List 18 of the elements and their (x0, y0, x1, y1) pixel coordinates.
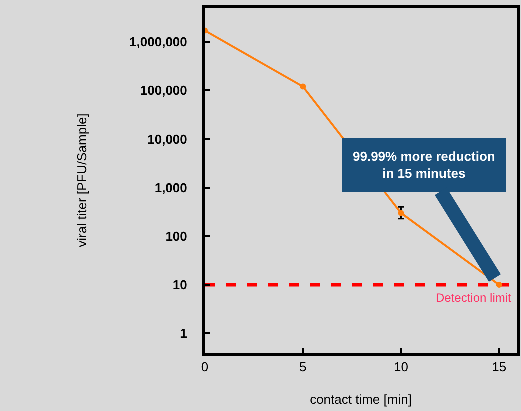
y-axis-title: viral titer [PFU/Sample] (74, 114, 90, 248)
x-tick-label: 15 (492, 360, 507, 375)
point (496, 282, 502, 288)
y-tick-label: 100 (166, 228, 188, 244)
y-tick-label: 100,000 (140, 83, 188, 98)
point (300, 84, 306, 90)
y-tick-label: 10,000 (148, 132, 188, 147)
annotation: 99.99% more reduction in 15 minutes (353, 149, 496, 181)
y-tick-label: 1 (180, 326, 188, 342)
point (398, 210, 404, 216)
y-tick-label: 1,000 (154, 180, 188, 196)
x-tick-label: 10 (394, 360, 408, 375)
y-tick-label: 10 (172, 278, 188, 293)
ref-line-label: Detection limit (436, 291, 512, 305)
x-axis-title: contact time [min] (310, 392, 412, 407)
x-tick-label: 0 (201, 360, 209, 375)
y-tick-label: 1,000,000 (130, 34, 188, 50)
x-tick-label: 5 (299, 360, 307, 375)
